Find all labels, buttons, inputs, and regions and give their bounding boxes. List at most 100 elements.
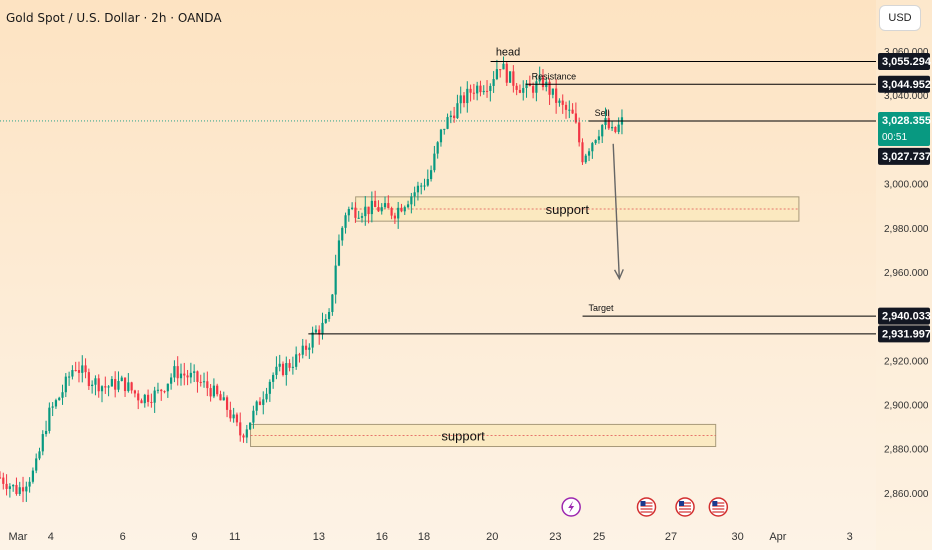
price-badge-label: 2,931.997 [882,328,931,340]
candle-body [160,389,163,392]
candle-body [18,487,21,494]
candle-body [225,397,229,410]
candle-body [199,381,202,383]
candle-body [561,100,564,105]
candle-body [91,384,94,387]
candle-body [130,382,133,391]
candle-body [153,390,156,403]
time-axis-tick: 11 [229,531,240,543]
candle-body [397,207,400,219]
time-axis-tick: 3 [847,531,853,543]
candle-body [77,370,81,373]
candle-body [406,204,410,208]
support-zone-label: support [546,202,590,217]
price-badge-label: 2,940.033 [882,311,931,323]
candle-body [94,378,97,385]
candle-body [281,363,285,375]
time-axis-tick: 6 [120,531,126,543]
candle-body [508,71,512,83]
candle-body [176,366,179,379]
candle-body [25,486,28,492]
candle-body [304,345,308,350]
candle-body [104,386,107,388]
price-axis-tick: 2,960.000 [884,268,929,279]
candle-body [68,376,71,378]
candle-body [374,200,377,208]
candle-body [301,345,304,355]
candle-body [44,430,48,435]
candle-body [285,363,288,375]
candle-body [429,170,433,180]
candle-body [341,227,344,241]
candle-body [0,477,2,479]
price-axis-tick: 2,900.000 [884,401,929,412]
candle-body [255,401,258,411]
candle-body [51,406,54,408]
candle-body [393,215,396,219]
candle-body [370,200,373,215]
price-badge [878,325,930,343]
candle-body [265,393,268,400]
candle-body [574,113,577,123]
candle-body [54,400,58,407]
candle-body [390,208,393,216]
candle-body [314,329,318,333]
chart-title: Gold Spot / U.S. Dollar · 2h · OANDA [6,11,222,25]
candle-body [166,383,169,392]
candle-body [48,407,51,431]
candle-body [482,90,485,93]
candle-body [331,294,334,312]
candle-body [420,185,423,187]
candle-body [74,370,77,372]
candle-body [584,155,587,163]
arrow-head [613,269,624,281]
countdown-label: 00:51 [882,132,907,143]
candle-body [123,377,127,392]
us-flag-icon [675,497,695,517]
time-axis-tick: 30 [731,531,743,543]
candle-body [179,373,183,379]
candle-body [64,376,67,393]
candle-body [472,92,475,94]
candle-body [150,401,153,403]
candle-body [607,118,610,129]
candle-body [229,409,232,419]
candle-body [173,366,176,378]
candle-body [258,401,262,405]
candle-body [219,394,222,401]
candle-body [479,85,482,93]
time-axis-tick: 20 [486,531,498,543]
candle-body [245,429,248,438]
candle-body [127,382,130,392]
candle-body [249,422,252,430]
candle-body [413,192,416,197]
candle-body [453,115,456,119]
currency-button[interactable]: USD [879,5,921,31]
candle-body [578,122,581,143]
candle-body [288,363,291,368]
candle-body [216,385,219,395]
flag-canton [712,501,718,506]
candle-body [416,185,420,193]
candle-body [522,88,525,93]
candle-body [206,381,209,389]
candle-body [8,486,11,489]
candle-body [515,85,518,90]
price-badge [878,147,930,165]
candle-body [117,381,120,390]
candle-body [275,366,278,375]
candle-body [81,365,84,373]
candle-body [423,185,426,187]
candle-body [449,115,452,118]
candle-body [235,414,239,423]
candle-body [268,381,271,394]
candle-body [298,354,301,356]
candle-body [548,81,551,95]
candle-body [84,365,87,373]
time-axis-tick: Mar [9,531,28,543]
candle-body [209,388,212,397]
price-axis-tick: 3,040.000 [884,91,929,102]
candle-body [617,124,620,132]
